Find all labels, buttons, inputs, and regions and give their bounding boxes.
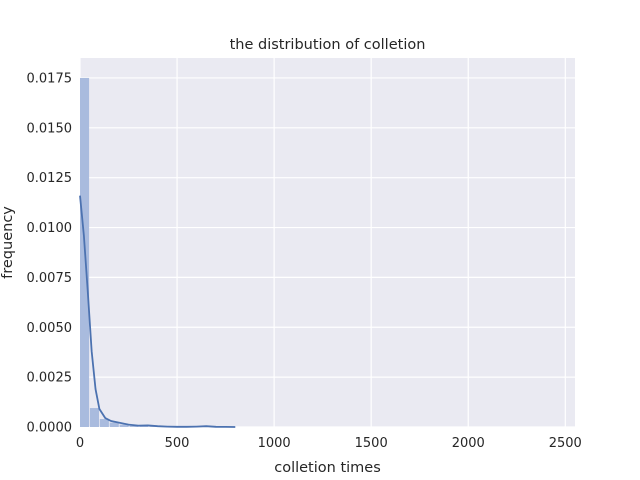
histogram-bar <box>89 408 99 427</box>
x-tick-label: 2000 <box>452 436 485 451</box>
y-tick-label: 0.0000 <box>27 421 73 436</box>
histogram-bar <box>129 425 139 427</box>
y-tick-labels: 0.0000 0.0025 0.0050 0.0075 0.0100 0.0125 0.01… <box>27 71 73 435</box>
histogram-bar <box>109 422 119 427</box>
x-tick-label: 1500 <box>355 436 388 451</box>
x-tick-labels: 0 500 1000 1500 2000 2500 <box>76 436 582 451</box>
y-tick-label: 0.0050 <box>27 321 73 336</box>
x-axis-label: colletion times <box>274 460 381 476</box>
y-tick-label: 0.0075 <box>27 271 73 286</box>
y-axis-label: frequency <box>0 206 16 279</box>
y-gridlines <box>80 77 575 428</box>
y-tick-label: 0.0175 <box>27 71 73 86</box>
histogram-bar <box>119 424 129 427</box>
x-tick-label: 500 <box>165 436 190 451</box>
kde-line <box>79 195 236 428</box>
x-tick-label: 1000 <box>258 436 291 451</box>
y-tick-label: 0.0025 <box>27 371 73 386</box>
y-tick-label: 0.0125 <box>27 171 73 186</box>
plot-area <box>80 58 575 427</box>
histogram-bar <box>99 419 109 427</box>
y-tick-label: 0.0100 <box>27 221 73 236</box>
y-tick-label: 0.0150 <box>27 121 73 136</box>
x-tick-label: 0 <box>76 436 84 451</box>
chart-title: the distribution of colletion <box>230 37 426 53</box>
x-tick-label: 2500 <box>549 436 582 451</box>
